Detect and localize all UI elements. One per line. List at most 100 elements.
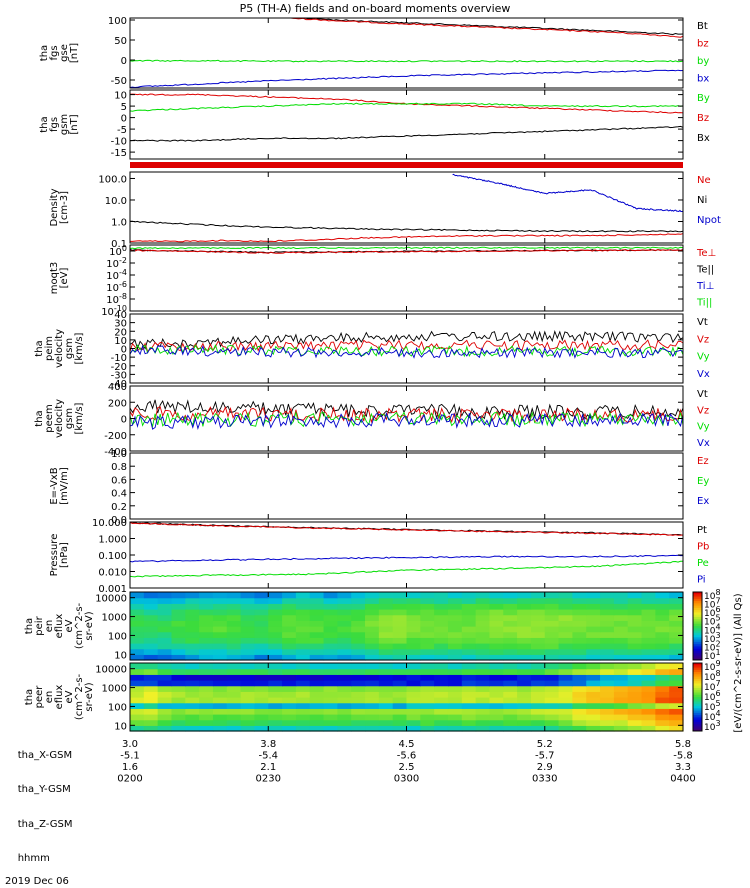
spectrogram-cell bbox=[641, 674, 656, 681]
spectrogram-cell bbox=[309, 648, 325, 655]
series-line-vt bbox=[129, 330, 684, 351]
spectrogram-cell bbox=[475, 597, 491, 604]
y-tick-label: 200 bbox=[108, 398, 127, 409]
spectrogram-cell bbox=[365, 609, 380, 616]
spectrogram-cell bbox=[268, 668, 283, 675]
spectrogram-cell bbox=[199, 609, 214, 616]
spectrogram-cell bbox=[185, 614, 200, 621]
spectrogram-cell bbox=[627, 680, 643, 687]
spectrogram-cell bbox=[254, 626, 269, 633]
spectrogram-cell bbox=[517, 725, 532, 732]
spectrogram-cell bbox=[185, 680, 200, 687]
y-axis-label: peem bbox=[44, 404, 55, 432]
spectrogram-cell bbox=[282, 674, 297, 681]
spectrogram-cell bbox=[447, 702, 463, 709]
spectrogram-cell bbox=[240, 631, 256, 638]
footer-row-z: tha_Z-GSM bbox=[5, 807, 73, 842]
colorbar-step bbox=[693, 619, 702, 622]
spectrogram-cell bbox=[586, 626, 601, 633]
spectrogram-cell bbox=[600, 691, 615, 698]
spectrogram-cell bbox=[240, 614, 256, 621]
spectrogram-cell bbox=[212, 626, 228, 633]
spectrogram-cell bbox=[268, 592, 283, 599]
spectrogram-cell bbox=[282, 654, 297, 661]
spectrogram-cell bbox=[185, 668, 200, 675]
spectrogram-cell bbox=[282, 631, 297, 638]
spectrogram-cell bbox=[351, 714, 366, 721]
spectrogram-cell bbox=[558, 626, 573, 633]
spectrogram-cell bbox=[489, 714, 504, 721]
spectrogram-cell bbox=[475, 592, 491, 599]
spectrogram-cell bbox=[323, 697, 338, 704]
spectrogram-cell bbox=[295, 597, 311, 604]
y-axis-label: [cm-3] bbox=[59, 191, 70, 224]
spectrogram-cell bbox=[378, 637, 394, 644]
spectrogram-cell bbox=[351, 680, 366, 687]
spectrogram-cell bbox=[351, 620, 366, 627]
spectrogram-cell bbox=[613, 691, 629, 698]
spectrogram-cell bbox=[406, 663, 421, 670]
spectrogram-cell bbox=[475, 725, 491, 732]
y-tick-label: 1.0 bbox=[111, 449, 127, 460]
legend-entry: Ni bbox=[697, 195, 707, 206]
spectrogram-cell bbox=[669, 643, 684, 650]
spectrogram-cell bbox=[351, 663, 366, 670]
spectrogram-cell bbox=[544, 668, 560, 675]
spectrogram-cell bbox=[130, 685, 145, 692]
spectrogram-cell bbox=[530, 592, 546, 599]
colorbar-step bbox=[693, 637, 702, 641]
spectrogram-cell bbox=[447, 691, 463, 698]
spectrogram-cell bbox=[282, 592, 297, 599]
y-axis-label: tha bbox=[24, 689, 35, 705]
spectrogram-cell bbox=[392, 631, 408, 638]
y-tick-label: -10 bbox=[111, 137, 127, 148]
spectrogram-cell bbox=[268, 648, 283, 655]
spectrogram-cell bbox=[226, 631, 242, 638]
colorbar-step bbox=[693, 690, 702, 693]
spectrogram-cell bbox=[530, 663, 546, 670]
spectrogram-cell bbox=[530, 714, 546, 721]
y-axis-label: [km/s] bbox=[74, 402, 85, 434]
y-axis-label: [nT] bbox=[69, 43, 80, 63]
spectrogram-cell bbox=[199, 603, 214, 610]
colorbar-step bbox=[693, 630, 702, 634]
spectrogram-cell bbox=[420, 643, 435, 650]
spectrogram-cell bbox=[295, 708, 311, 715]
spectrogram-cell bbox=[323, 680, 338, 687]
spectrogram-cell bbox=[669, 668, 684, 675]
spectrogram-cell bbox=[337, 708, 352, 715]
spectrogram-cell bbox=[475, 680, 491, 687]
spectrogram-cell bbox=[351, 597, 366, 604]
spectrogram-cell bbox=[157, 719, 173, 726]
spectrogram-cell bbox=[199, 663, 214, 670]
spectrogram-cell bbox=[337, 631, 352, 638]
spectrogram-cell bbox=[157, 668, 173, 675]
spectrogram-cell bbox=[406, 592, 421, 599]
spectrogram-cell bbox=[406, 631, 421, 638]
spectrogram-cell bbox=[157, 592, 173, 599]
spectrogram-cell bbox=[378, 702, 394, 709]
spectrogram-cell bbox=[185, 654, 200, 661]
spectrogram-cell bbox=[627, 654, 643, 661]
y-tick-label: 0.100 bbox=[98, 551, 127, 562]
spectrogram-cell bbox=[212, 637, 228, 644]
spectrogram-cell bbox=[627, 668, 643, 675]
spectrogram-cell bbox=[558, 685, 573, 692]
spectrogram-cell bbox=[199, 592, 214, 599]
spectrogram-cell bbox=[475, 609, 491, 616]
legend-entry: Ex bbox=[697, 496, 709, 507]
colorbar-step bbox=[693, 650, 702, 654]
spectrogram-cell bbox=[434, 626, 449, 633]
spectrogram-cell bbox=[461, 663, 477, 670]
spectrogram-cell bbox=[226, 719, 242, 726]
colorbar-step bbox=[693, 628, 702, 632]
footer-value: -5.8 bbox=[673, 751, 693, 762]
spectrogram-cell bbox=[282, 719, 297, 726]
spectrogram-cell bbox=[351, 631, 366, 638]
spectrogram-cell bbox=[613, 620, 629, 627]
spectrogram-cell bbox=[489, 648, 504, 655]
spectrogram-cell bbox=[199, 668, 214, 675]
spectrogram-cell bbox=[627, 592, 643, 599]
y-tick-label: -15 bbox=[111, 148, 127, 159]
